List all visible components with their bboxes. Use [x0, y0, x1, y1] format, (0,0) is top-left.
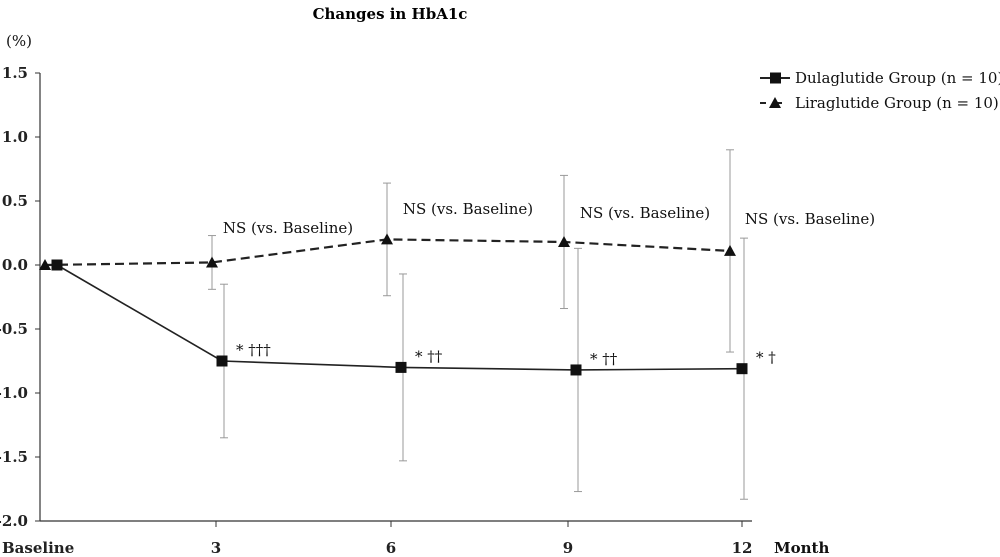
square-marker — [570, 364, 582, 376]
y-tick-label: -2.0 — [0, 512, 28, 530]
legend: Dulaglutide Group (n = 10) Liraglutide Gr… — [760, 69, 1000, 112]
legend-square-marker — [770, 72, 781, 84]
significance-annotation: * †† — [590, 350, 618, 368]
series-lines — [44, 238, 743, 371]
x-tick-label: 6 — [386, 539, 396, 557]
x-tick-label: 12 — [732, 539, 753, 557]
y-axis-label: (%) — [6, 32, 32, 50]
y-tick-label: -0.5 — [0, 320, 28, 338]
dulaglutide-line — [56, 264, 743, 371]
significance-annotation: * † — [756, 349, 776, 367]
x-axis-label: Month — [774, 539, 829, 557]
x-tick-label: Baseline — [2, 539, 74, 557]
triangle-marker — [39, 259, 51, 270]
y-tick-label: -1.0 — [0, 384, 28, 402]
significance-annotation: * ††† — [236, 341, 271, 359]
y-tick-label: 1.5 — [2, 64, 28, 82]
x-tick-label: 3 — [211, 539, 221, 557]
ns-annotation: NS (vs. Baseline) — [403, 200, 533, 218]
y-tick-label: -1.5 — [0, 448, 28, 466]
y-tick-label: 1.0 — [2, 128, 28, 146]
x-tick-label: 9 — [563, 539, 573, 557]
series-markers — [39, 233, 748, 376]
legend-triangle-marker — [769, 97, 781, 108]
triangle-marker — [381, 233, 393, 245]
legend-entry: Liraglutide Group (n = 10) — [795, 94, 999, 112]
chart-title: Changes in HbA1c — [313, 5, 468, 23]
ns-annotation: NS (vs. Baseline) — [223, 219, 353, 237]
square-marker — [395, 361, 407, 373]
y-tick-label: 0.0 — [2, 256, 28, 274]
y-tick-labels: 1.5 1.0 0.5 0.0 -0.5 -1.0 -1.5 -2.0 — [0, 64, 28, 530]
x-tick-labels: Baseline 3 6 9 12 — [2, 539, 752, 557]
significance-annotation: * †† — [415, 347, 443, 365]
triangle-marker — [206, 256, 218, 268]
square-marker — [736, 363, 748, 375]
triangle-marker — [724, 244, 736, 256]
annotations: * ††† * †† * †† * † NS (vs. Baseline) NS (vs.… — [223, 200, 875, 368]
axes — [35, 72, 752, 527]
square-marker — [216, 355, 228, 367]
y-tick-label: 0.5 — [2, 192, 28, 210]
square-marker — [51, 259, 63, 271]
triangle-marker — [558, 235, 570, 247]
ns-annotation: NS (vs. Baseline) — [580, 204, 710, 222]
legend-entry: Dulaglutide Group (n = 10) — [795, 69, 1000, 87]
ns-annotation: NS (vs. Baseline) — [745, 210, 875, 228]
